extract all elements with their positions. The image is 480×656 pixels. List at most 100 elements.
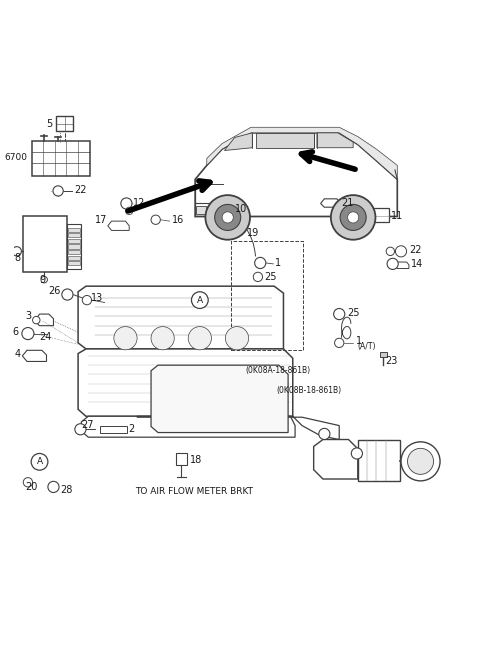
Text: 20: 20 xyxy=(25,482,37,492)
Polygon shape xyxy=(151,365,288,432)
Polygon shape xyxy=(395,262,409,268)
Text: 27: 27 xyxy=(81,420,94,430)
Text: 8: 8 xyxy=(14,253,21,263)
Bar xyxy=(56,115,73,131)
Circle shape xyxy=(125,207,133,215)
Circle shape xyxy=(33,316,40,324)
Circle shape xyxy=(386,247,395,256)
Polygon shape xyxy=(255,133,313,148)
Text: 5: 5 xyxy=(46,119,52,129)
Bar xyxy=(68,234,81,237)
Polygon shape xyxy=(317,133,353,148)
Text: 24: 24 xyxy=(39,332,52,342)
Text: 21: 21 xyxy=(342,197,354,207)
Bar xyxy=(68,250,81,254)
Bar xyxy=(68,239,81,243)
Bar xyxy=(68,261,81,265)
Bar xyxy=(32,141,90,176)
Circle shape xyxy=(151,327,174,350)
Text: 17: 17 xyxy=(95,215,107,225)
Circle shape xyxy=(48,482,59,493)
Text: (0K08A-18-861B): (0K08A-18-861B) xyxy=(245,366,311,375)
Text: (A/T): (A/T) xyxy=(357,342,375,351)
Circle shape xyxy=(334,308,345,319)
Text: 11: 11 xyxy=(391,211,404,220)
Bar xyxy=(23,216,67,272)
Text: 2: 2 xyxy=(129,424,135,434)
Circle shape xyxy=(401,442,440,481)
Circle shape xyxy=(319,428,330,440)
Polygon shape xyxy=(35,314,53,325)
Bar xyxy=(231,241,303,350)
Text: 4: 4 xyxy=(15,348,21,359)
Circle shape xyxy=(121,198,132,209)
Bar xyxy=(367,208,389,222)
Circle shape xyxy=(408,448,433,474)
Text: 28: 28 xyxy=(60,485,73,495)
Text: 10: 10 xyxy=(235,203,247,214)
Text: 13: 13 xyxy=(91,293,103,303)
Polygon shape xyxy=(321,199,339,207)
Polygon shape xyxy=(225,133,252,150)
Circle shape xyxy=(335,338,344,348)
Polygon shape xyxy=(78,286,284,349)
Circle shape xyxy=(23,478,33,487)
Bar xyxy=(380,352,387,357)
Text: 18: 18 xyxy=(190,455,202,465)
Text: TO AIR FLOW METER BRKT: TO AIR FLOW METER BRKT xyxy=(135,487,253,496)
Text: 22: 22 xyxy=(74,186,87,195)
Text: A: A xyxy=(36,457,43,466)
Text: 6: 6 xyxy=(12,327,19,337)
Circle shape xyxy=(215,205,240,230)
Circle shape xyxy=(226,327,249,350)
Circle shape xyxy=(192,292,208,308)
Text: 22: 22 xyxy=(409,245,421,255)
Circle shape xyxy=(255,257,266,268)
Text: 1: 1 xyxy=(356,336,361,346)
Text: 26: 26 xyxy=(48,286,60,296)
Circle shape xyxy=(82,295,92,305)
Circle shape xyxy=(31,453,48,470)
Circle shape xyxy=(12,247,22,256)
Circle shape xyxy=(151,215,160,224)
Polygon shape xyxy=(81,417,295,437)
Bar xyxy=(68,228,81,232)
Polygon shape xyxy=(137,417,339,440)
Circle shape xyxy=(396,246,407,257)
Bar xyxy=(67,224,81,268)
Circle shape xyxy=(22,327,34,340)
Circle shape xyxy=(387,258,398,270)
Polygon shape xyxy=(313,440,358,479)
Text: 25: 25 xyxy=(348,308,360,318)
Polygon shape xyxy=(23,350,47,361)
Circle shape xyxy=(351,448,362,459)
Circle shape xyxy=(53,186,63,196)
Text: 1: 1 xyxy=(275,258,281,268)
Bar xyxy=(68,256,81,260)
Circle shape xyxy=(75,424,86,435)
Text: 9: 9 xyxy=(40,276,46,285)
Circle shape xyxy=(205,195,250,239)
Bar xyxy=(358,440,400,482)
Bar xyxy=(196,206,206,214)
Text: 12: 12 xyxy=(132,197,145,207)
Text: 3: 3 xyxy=(25,312,32,321)
Text: A: A xyxy=(197,296,203,304)
Circle shape xyxy=(188,327,212,350)
Circle shape xyxy=(340,205,366,230)
Polygon shape xyxy=(218,206,233,216)
Polygon shape xyxy=(78,349,293,417)
Polygon shape xyxy=(195,133,397,216)
Circle shape xyxy=(114,327,137,350)
Text: (0K08B-18-861B): (0K08B-18-861B) xyxy=(276,386,342,395)
Polygon shape xyxy=(207,127,397,179)
Circle shape xyxy=(62,289,73,300)
Bar xyxy=(176,453,187,465)
Circle shape xyxy=(222,212,233,223)
Circle shape xyxy=(41,276,48,283)
Bar xyxy=(68,245,81,249)
Circle shape xyxy=(253,272,263,281)
Circle shape xyxy=(331,195,375,239)
Bar xyxy=(100,426,127,432)
Text: 6700: 6700 xyxy=(4,154,27,163)
